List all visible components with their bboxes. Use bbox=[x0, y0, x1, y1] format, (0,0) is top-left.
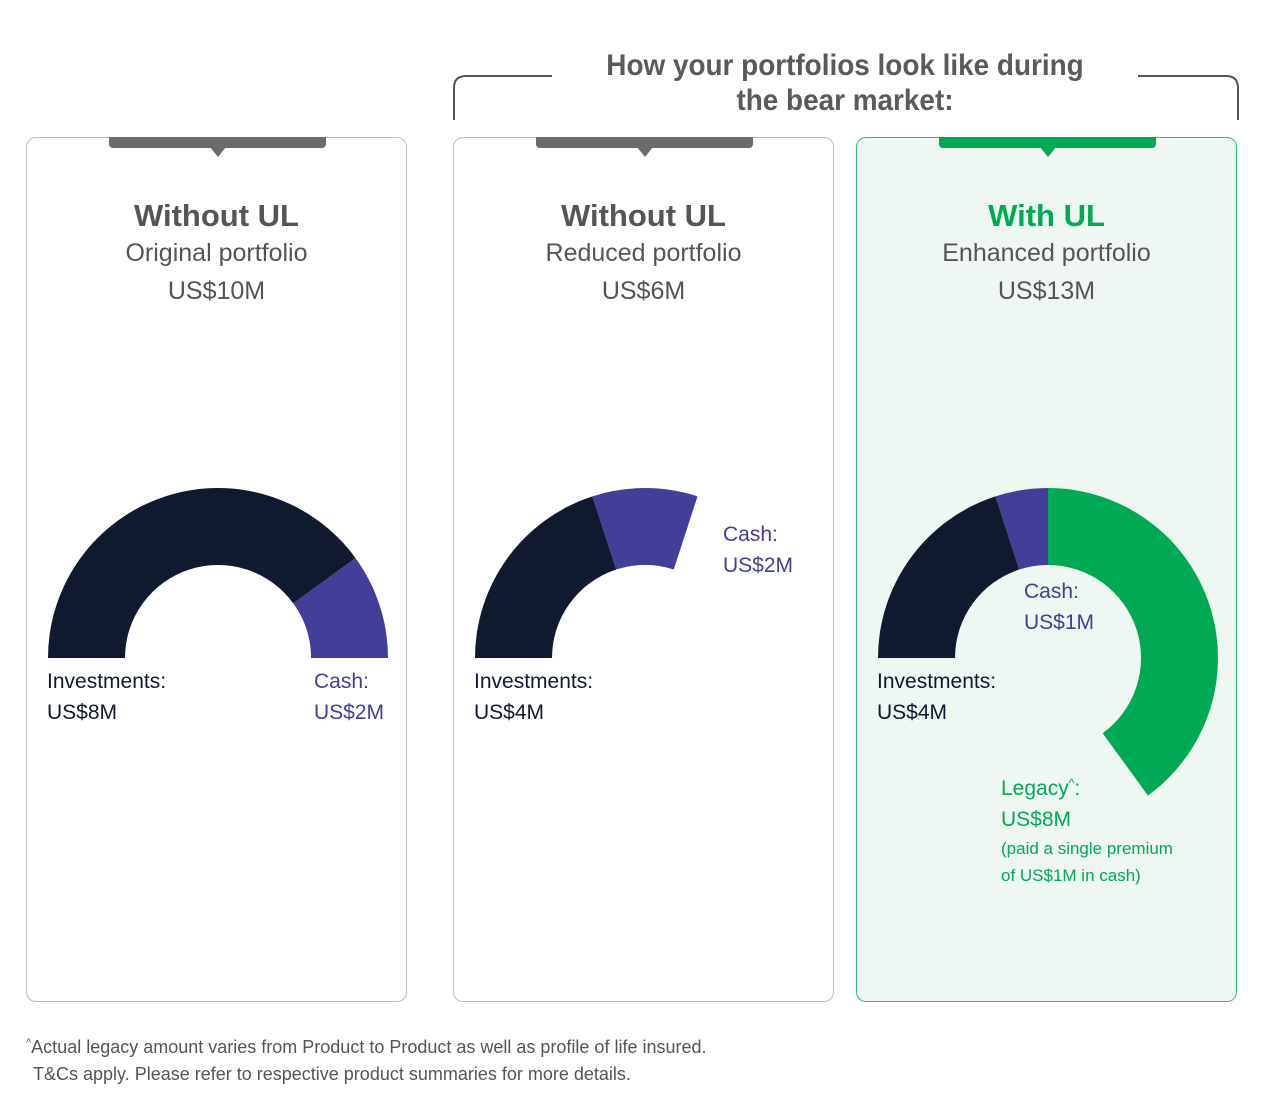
card-title: With UL bbox=[988, 198, 1105, 233]
heading-bracket bbox=[453, 75, 1239, 120]
card-subtitle: Reduced portfolio bbox=[545, 239, 742, 267]
comparison-heading: How your portfolios look like during the… bbox=[580, 48, 1110, 118]
footnote-line-2: T&Cs apply. Please refer to respective p… bbox=[33, 1064, 631, 1084]
bracket-left bbox=[453, 75, 552, 120]
legacy-value: US$8M bbox=[1001, 808, 1072, 831]
investments-value: US$4M bbox=[877, 701, 948, 724]
cash-label: Cash: US$2M bbox=[723, 519, 793, 581]
cash-value: US$2M bbox=[723, 554, 794, 577]
legacy-mark: ^ bbox=[1068, 776, 1075, 790]
donut-segment-legacy bbox=[1048, 488, 1218, 796]
investments-label: Investments: US$4M bbox=[474, 666, 593, 728]
card-original-portfolio: Without UL Original portfolio US$10M Inv… bbox=[26, 137, 407, 1002]
bracket-right bbox=[1138, 75, 1239, 120]
card-total: US$10M bbox=[167, 277, 266, 305]
card-subtitle: Original portfolio bbox=[125, 239, 308, 267]
donut-segment-investments bbox=[878, 496, 1020, 658]
card-tab bbox=[109, 137, 326, 157]
investments-name: Investments: bbox=[474, 670, 594, 693]
card-tab bbox=[939, 137, 1156, 157]
card-tab bbox=[536, 137, 753, 157]
card-title: Without UL bbox=[134, 198, 299, 233]
donut-segment-investments bbox=[48, 488, 356, 658]
investments-name: Investments: bbox=[877, 670, 997, 693]
investments-name: Investments: bbox=[47, 670, 167, 693]
legacy-note-line-2: of US$1M in cash) bbox=[1001, 866, 1141, 885]
footnote-text-1: Actual legacy amount varies from Product… bbox=[31, 1037, 707, 1057]
donut-segment-cash bbox=[293, 558, 388, 658]
heading-line-1: How your portfolios look like during bbox=[606, 49, 1084, 82]
cash-label: Cash: US$2M bbox=[314, 666, 384, 728]
heading-line-2: the bear market: bbox=[736, 84, 954, 117]
footnote: ^Actual legacy amount varies from Produc… bbox=[26, 1030, 707, 1088]
legacy-name-line: Legacy^: bbox=[1001, 768, 1173, 804]
cash-label: Cash: US$1M bbox=[1024, 576, 1094, 638]
investments-value: US$8M bbox=[47, 701, 118, 724]
cash-name: Cash: bbox=[723, 523, 778, 546]
investments-label: Investments: US$4M bbox=[877, 666, 996, 728]
card-enhanced-portfolio: With UL Enhanced portfolio US$13M Invest… bbox=[856, 137, 1237, 1002]
card-reduced-portfolio: Without UL Reduced portfolio US$6M Inves… bbox=[453, 137, 834, 1002]
donut-segment-cash bbox=[592, 488, 698, 570]
donut-chart-original bbox=[48, 488, 388, 658]
investments-value: US$4M bbox=[474, 701, 545, 724]
investments-label: Investments: US$8M bbox=[47, 666, 166, 728]
legacy-note-line-1: (paid a single premium bbox=[1001, 839, 1173, 858]
legacy-name: Legacy bbox=[1001, 777, 1069, 800]
footnote-line-1: ^Actual legacy amount varies from Produc… bbox=[26, 1030, 707, 1061]
legacy-colon: : bbox=[1074, 777, 1081, 800]
donut-segment-cash bbox=[995, 488, 1048, 570]
card-total: US$13M bbox=[997, 277, 1096, 305]
legacy-label: Legacy^: US$8M (paid a single premium of… bbox=[1001, 768, 1173, 889]
card-total: US$6M bbox=[601, 277, 686, 305]
cash-value: US$2M bbox=[314, 701, 385, 724]
cash-value: US$1M bbox=[1024, 611, 1095, 634]
cash-name: Cash: bbox=[1024, 580, 1079, 603]
footnote-mark: ^ bbox=[26, 1037, 32, 1049]
cash-name: Cash: bbox=[314, 670, 369, 693]
card-subtitle: Enhanced portfolio bbox=[942, 239, 1151, 267]
donut-chart-enhanced bbox=[878, 488, 1218, 796]
donut-segment-investments bbox=[475, 496, 617, 658]
donut-chart-reduced bbox=[475, 488, 698, 658]
card-title: Without UL bbox=[561, 198, 726, 233]
